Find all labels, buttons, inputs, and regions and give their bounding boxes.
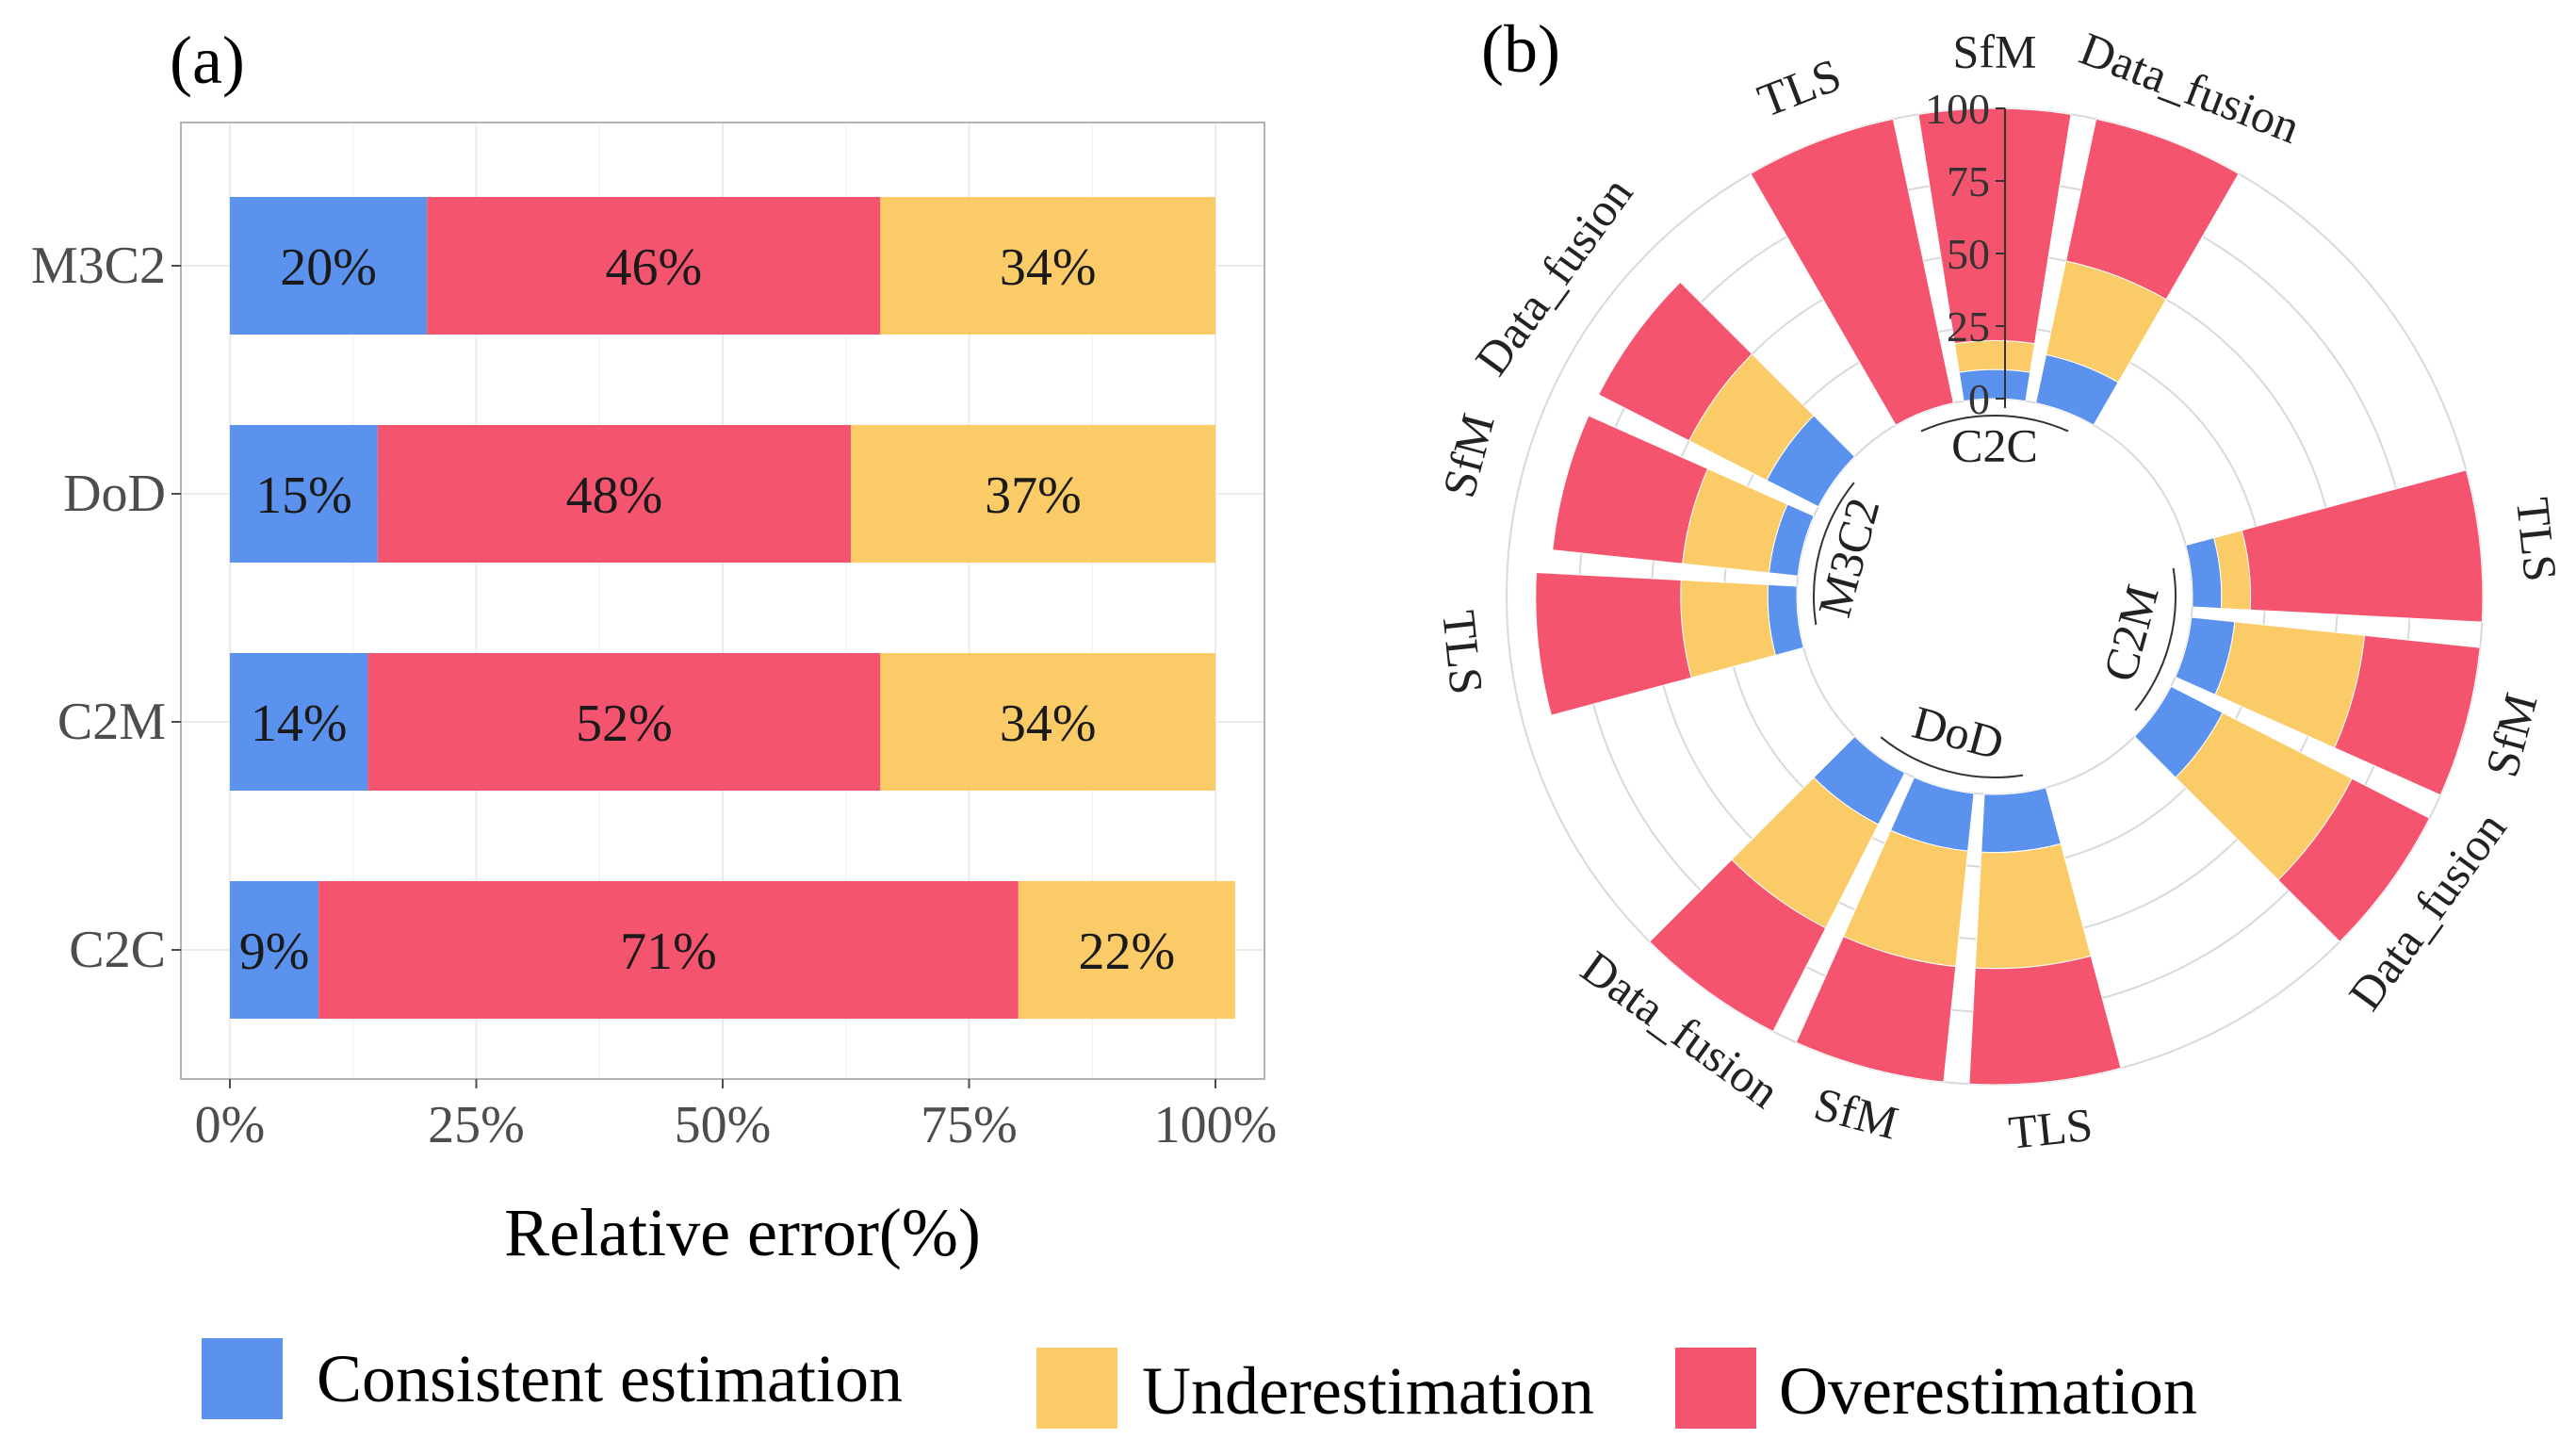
polar-item-label: SfM xyxy=(1809,1077,1903,1150)
x-tick-label: 75% xyxy=(921,1096,1018,1154)
bar-C2M-overestimation xyxy=(367,653,881,791)
legend-item-consistent: Consistent estimation xyxy=(202,1338,903,1419)
polar-group-label: M3C2 xyxy=(1807,492,1889,622)
polar-radial-tick-label: 25 xyxy=(1947,303,1990,351)
polar-radial-tick-label: 0 xyxy=(1968,375,1990,423)
polar-radial-tick-label: 100 xyxy=(1925,85,1990,133)
polar-item-label: SfM xyxy=(1953,25,2037,77)
bar-label: 14% xyxy=(251,695,348,753)
bar-C2C-overestimation xyxy=(318,881,1019,1019)
polar-group-label: DoD xyxy=(1907,695,2009,770)
y-tick-label: DoD xyxy=(63,465,166,523)
polar-item-label: SfM xyxy=(1432,408,1505,502)
legend-label-consistent: Consistent estimation xyxy=(317,1341,903,1416)
panel-a-label: (a) xyxy=(170,23,245,98)
bar-label: 22% xyxy=(1079,923,1176,981)
bar-M3C2-overestimation xyxy=(427,197,881,335)
legend-label-overestimation: Overestimation xyxy=(1779,1353,2197,1429)
bar-M3C2-underestimation xyxy=(880,197,1215,335)
bar-label: 20% xyxy=(280,238,377,297)
wedge-C2C-Data_fusion-overestimation xyxy=(2065,118,2240,301)
wedge-DoD-TLS-overestimation xyxy=(1968,955,2122,1086)
bar-label: 34% xyxy=(1000,238,1097,297)
wedge-M3C2-TLS-underestimation xyxy=(1680,580,1777,679)
bar-M3C2-consistent-estimation xyxy=(230,197,428,335)
polar-item-label: Data_fusion xyxy=(1464,168,1642,385)
bar-C2C-consistent-estimation xyxy=(230,881,319,1019)
x-tick-label: 0% xyxy=(195,1096,266,1154)
wedge-M3C2-TLS-overestimation xyxy=(1535,571,1692,716)
polar-group-arc xyxy=(2134,567,2177,711)
y-tick-label: C2C xyxy=(69,921,166,979)
panel-b-label: (b) xyxy=(1481,11,1560,87)
polar-group-arc xyxy=(1920,415,2069,433)
polar-group-label: C2C xyxy=(1951,418,2038,471)
polar-group-arc xyxy=(1813,482,1855,626)
polar-group-arc xyxy=(1880,736,2024,778)
panel-a-bar-chart: (a) 20% 46% 34%15% 48% 37%14% 52% 34%9% 71% 22% … xyxy=(31,23,1277,1270)
x-tick-label: 50% xyxy=(675,1096,772,1154)
legend-item-underestimation: Underestimation xyxy=(1036,1348,1594,1429)
bar-label: 46% xyxy=(605,238,702,297)
wedge-C2M-TLS-overestimation xyxy=(2241,469,2484,623)
wedge-C2M-Data_fusion-overestimation xyxy=(2277,777,2431,942)
legend-swatch-underestimation xyxy=(1036,1348,1117,1429)
panel-a-x-tick-labels: 0% 25% 50% 75% 100% xyxy=(195,1079,1278,1154)
wedge-C2C-TLS-overestimation xyxy=(1750,118,1954,426)
legend-label-underestimation: Underestimation xyxy=(1142,1353,1594,1429)
panel-b-radial-ticks: 0 25 50 75 100 xyxy=(1925,85,2006,423)
wedge-DoD-TLS-consistent xyxy=(1981,787,2062,854)
legend-swatch-overestimation xyxy=(1675,1348,1756,1429)
polar-item-label: TLS xyxy=(2506,495,2568,583)
panel-a-bar-labels: 20% 46% 34% 15% 48% 37% 14% 52% 34% 9% 71% 22% xyxy=(239,238,1175,981)
y-tick-label: C2M xyxy=(57,693,166,751)
polar-item-label: SfM xyxy=(2475,688,2548,782)
wedge-M3C2-SfM-overestimation xyxy=(1552,415,1709,564)
panel-a-y-tick-labels: M3C2 DoD C2M C2C xyxy=(31,237,181,979)
bar-label: 52% xyxy=(576,695,673,753)
polar-item-label: TLS xyxy=(1432,608,1493,696)
bar-DoD-consistent-estimation xyxy=(230,425,378,563)
bar-label: 71% xyxy=(620,923,717,981)
bar-label: 9% xyxy=(239,923,310,981)
wedge-M3C2-Data_fusion-overestimation xyxy=(1597,281,1753,442)
wedge-DoD-SfM-overestimation xyxy=(1795,936,1957,1083)
wedge-DoD-Data_fusion-overestimation xyxy=(1649,858,1827,1033)
bar-label: 34% xyxy=(1000,695,1097,753)
panel-a-x-axis-title: Relative error(%) xyxy=(504,1195,981,1270)
x-tick-label: 100% xyxy=(1154,1096,1278,1154)
legend-item-overestimation: Overestimation xyxy=(1675,1348,2197,1429)
legend-swatch-consistent xyxy=(202,1338,283,1419)
wedge-DoD-TLS-underestimation xyxy=(1974,842,2092,970)
bar-C2C-underestimation xyxy=(1018,881,1235,1019)
bar-label: 15% xyxy=(255,466,352,525)
bar-DoD-overestimation xyxy=(377,425,851,563)
bar-C2M-consistent-estimation xyxy=(230,653,368,791)
polar-radial-tick-label: 75 xyxy=(1947,157,1990,205)
panel-b-wedges xyxy=(1535,107,2484,1086)
panel-a-bars xyxy=(230,197,1235,1019)
polar-item-label: TLS xyxy=(1751,48,1848,127)
polar-group-label: C2M xyxy=(2093,580,2169,687)
polar-radial-tick-label: 50 xyxy=(1947,230,1990,278)
wedge-C2M-SfM-overestimation xyxy=(2334,634,2481,796)
bar-DoD-underestimation xyxy=(850,425,1215,563)
bar-C2M-underestimation xyxy=(880,653,1215,791)
panel-b-polar-chart: (b) TLS SfM Data_fusionC2CTLSSfMData_fusio… xyxy=(1432,11,2568,1159)
bar-label: 48% xyxy=(566,466,663,525)
bar-label: 37% xyxy=(985,466,1082,525)
wedge-C2C-SfM-overestimation xyxy=(1917,107,2072,345)
polar-item-label: TLS xyxy=(2006,1098,2095,1159)
y-tick-label: M3C2 xyxy=(31,237,166,295)
x-tick-label: 25% xyxy=(428,1096,525,1154)
legend: Consistent estimation Underestimation Ov… xyxy=(202,1338,2197,1429)
